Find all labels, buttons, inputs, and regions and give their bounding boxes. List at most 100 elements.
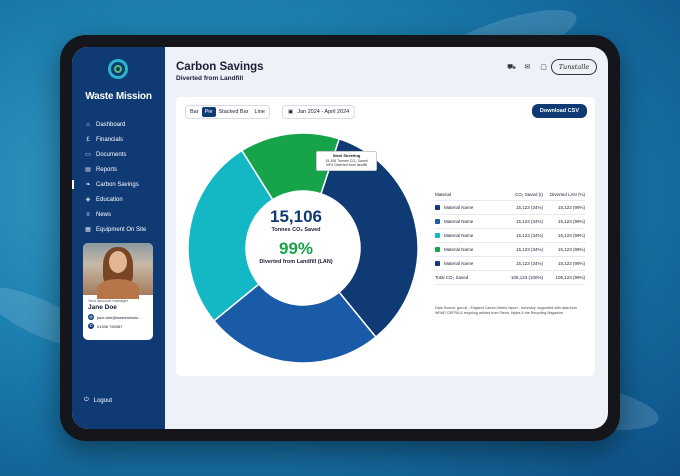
news-icon: ≡ — [86, 211, 90, 218]
chart-type-bar[interactable]: Bar — [190, 109, 199, 115]
row-swatch — [435, 261, 440, 266]
row-material: Material Name — [435, 261, 499, 266]
sidebar-item-education[interactable]: ◈ Education — [84, 192, 146, 207]
row-swatch — [435, 205, 440, 210]
row-material: Material Name — [435, 247, 499, 252]
sidebar-item-label: Carbon Savings — [96, 181, 139, 188]
row-lan: 15,123 (99%) — [557, 233, 585, 238]
header-co2[interactable]: CO₂ Saved (t) — [514, 192, 543, 197]
page-subtitle: Diverted from Landfill — [176, 75, 244, 82]
sidebar-item-label: Equipment On Site — [96, 226, 147, 233]
email-text: jane.doe@wastemissio... — [97, 314, 142, 320]
table-row: Material Name 15,123 (34%) 15,123 (99%) — [435, 229, 585, 243]
date-range-picker[interactable]: ▣ Jan 2024 - April 2024 — [282, 105, 356, 119]
account-manager-phone[interactable]: ✆ 01536 763387 — [88, 323, 153, 329]
document-icon: ▭ — [85, 152, 91, 158]
sidebar-item-documents[interactable]: ▭ Documents — [84, 147, 146, 162]
pound-icon: £ — [86, 136, 90, 143]
data-source-note: Data Source: gov.uk - England Carbon Met… — [435, 306, 577, 315]
main-content: Carbon Savings Diverted from Landfill ⛟ … — [165, 47, 608, 429]
carbon-donut-chart — [188, 133, 418, 363]
table-row: Material Name 15,123 (34%) 15,123 (99%) — [435, 243, 585, 257]
chart-type-line[interactable]: Line — [254, 109, 265, 115]
account-manager-card: Your account manager Jane Doe @ jane.doe@… — [83, 243, 153, 340]
pie-slice[interactable] — [240, 133, 341, 201]
sidebar-item-label: Dashboard — [96, 121, 126, 128]
sidebar: Waste Mission ⌂ Dashboard £ Financials ▭ Do… — [72, 47, 165, 429]
materials-table: Material CO₂ Saved (t) Diverted LAN (%) … — [435, 189, 585, 285]
notifications-icon[interactable]: ✉ — [524, 64, 531, 71]
row-material: Material Name — [435, 219, 499, 224]
tooltip-line: 15,106 Tonnes CO₂ Saved — [325, 158, 368, 163]
sidebar-item-label: Financials — [96, 136, 124, 143]
row-lan: 15,123 (99%) — [557, 205, 585, 210]
sidebar-item-equipment[interactable]: ▦ Equipment On Site — [84, 222, 146, 237]
graduation-icon: ◈ — [85, 197, 91, 203]
table-row: Material Name 15,123 (34%) 15,123 (99%) — [435, 257, 585, 271]
row-co2: 15,123 (34%) — [515, 205, 543, 210]
chart-type-stacked-bar[interactable]: Stacked Bar — [218, 109, 249, 115]
brand-logo-icon — [108, 59, 128, 79]
row-swatch — [435, 247, 440, 252]
co2-saved-caption: Tonnes CO₂ Saved — [271, 227, 321, 233]
home-icon: ⌂ — [86, 121, 90, 128]
pie-slice[interactable] — [188, 149, 274, 322]
app-screen: Waste Mission ⌂ Dashboard £ Financials ▭ Do… — [72, 47, 608, 429]
account-manager-photo — [83, 243, 153, 299]
row-material: Material Name — [435, 233, 499, 238]
sidebar-item-label: Reports — [96, 166, 118, 173]
row-lan: 15,123 (99%) — [557, 247, 585, 252]
sidebar-item-dashboard[interactable]: ⌂ Dashboard — [84, 117, 146, 132]
logout-label: Logout — [93, 397, 113, 404]
chat-icon[interactable]: ▢ — [540, 64, 547, 71]
row-co2: 15,123 (34%) — [515, 233, 543, 238]
total-co2: 105,123 (100%) — [510, 275, 543, 280]
total-lan: 105,123 (99%) — [555, 275, 585, 280]
header-material[interactable]: Material — [435, 192, 452, 197]
table-total-row: Total CO₂ Saved 105,123 (100%) 105,123 (… — [435, 271, 585, 285]
row-co2: 15,123 (34%) — [515, 219, 543, 224]
row-material-name: Material Name — [444, 247, 474, 252]
row-material-name: Material Name — [444, 233, 474, 238]
leaf-icon: ❧ — [85, 182, 91, 188]
phone-text: 01536 763387 — [97, 323, 123, 329]
account-manager-email[interactable]: @ jane.doe@wastemissio... — [88, 314, 153, 320]
row-material-name: Material Name — [444, 261, 474, 266]
download-csv-button[interactable]: Download CSV — [531, 104, 587, 118]
logout-button[interactable]: ⏻ Logout — [84, 397, 112, 404]
sidebar-nav: ⌂ Dashboard £ Financials ▭ Documents ▤ Repor… — [72, 117, 146, 237]
page-title: Carbon Savings — [176, 61, 264, 73]
row-co2: 15,123 (34%) — [515, 261, 543, 266]
row-material-name: Material Name — [444, 205, 474, 210]
pie-slice[interactable] — [212, 283, 377, 363]
sidebar-item-financials[interactable]: £ Financials — [84, 132, 146, 147]
logout-icon: ⏻ — [84, 397, 89, 403]
table-row: Material Name 15,123 (34%) 15,123 (99%) — [435, 215, 585, 229]
sidebar-item-reports[interactable]: ▤ Reports — [84, 162, 146, 177]
carbon-chart-card: Bar Pie Stacked Bar Line ▣ Jan 2024 - Apr… — [176, 97, 595, 376]
diverted-caption: Diverted from Landfill (LAN) — [259, 259, 333, 265]
truck-icon[interactable]: ⛟ — [507, 64, 516, 71]
client-logo: Tunstalle — [551, 59, 597, 75]
sidebar-item-label: Documents — [96, 151, 127, 158]
chart-type-pie[interactable]: Pie — [201, 107, 216, 117]
date-range-label: Jan 2024 - April 2024 — [297, 109, 350, 115]
phone-icon: ✆ — [88, 323, 94, 329]
sidebar-item-news[interactable]: ≡ News — [84, 207, 146, 222]
header-lan[interactable]: Diverted LAN (%) — [549, 192, 585, 197]
tablet-frame: Waste Mission ⌂ Dashboard £ Financials ▭ Do… — [60, 35, 620, 441]
table-header: Material CO₂ Saved (t) Diverted LAN (%) — [435, 189, 585, 201]
sidebar-item-label: Education — [96, 196, 123, 203]
pie-slice[interactable] — [319, 137, 418, 339]
table-row: Material Name 15,123 (34%) 15,123 (99%) — [435, 201, 585, 215]
row-co2: 15,123 (34%) — [515, 247, 543, 252]
co2-saved-value: 15,106 — [270, 207, 322, 226]
chart-type-toggle: Bar Pie Stacked Bar Line — [185, 105, 270, 119]
account-manager-role: Your account manager — [88, 298, 129, 303]
diverted-percent: 99% — [278, 239, 314, 258]
account-manager-name: Jane Doe — [88, 304, 117, 311]
sidebar-item-carbon-savings[interactable]: ❧ Carbon Savings — [72, 177, 146, 192]
chart-tooltip: Steel Sheeting 15,106 Tonnes CO₂ Saved 9… — [316, 151, 377, 171]
total-label: Total CO₂ Saved — [435, 275, 469, 280]
equipment-icon: ▦ — [85, 227, 91, 233]
